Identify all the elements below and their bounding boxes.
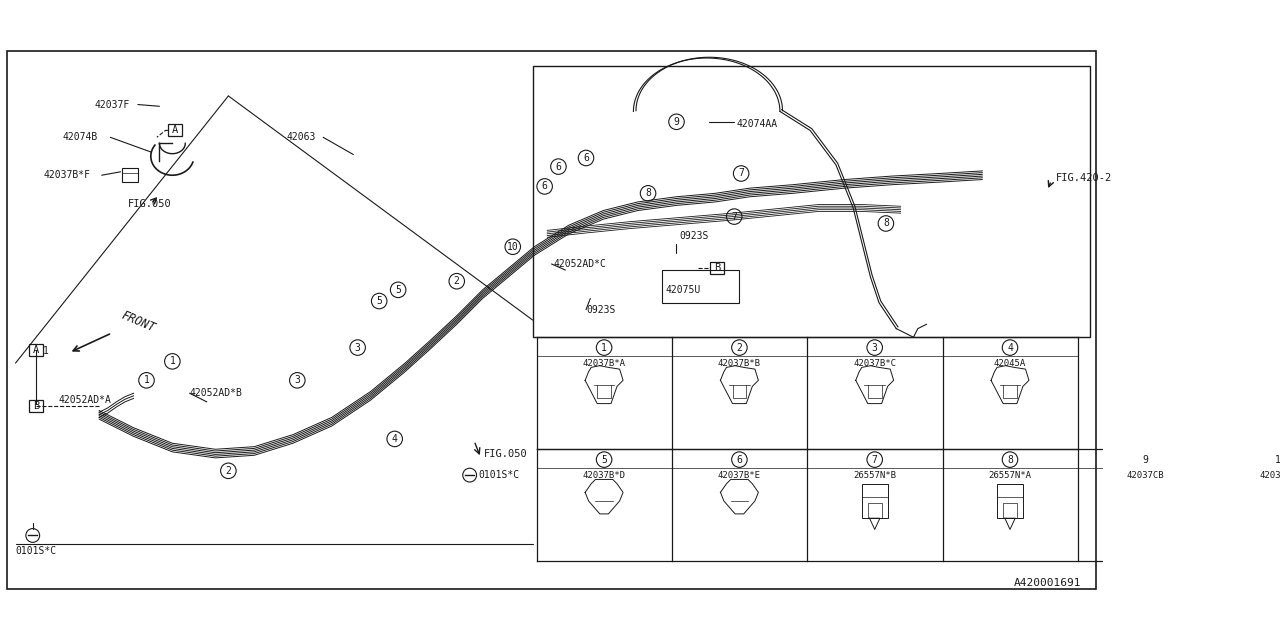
Text: 8: 8 [883, 218, 888, 228]
Text: 1: 1 [602, 342, 607, 353]
Text: 3: 3 [294, 375, 301, 385]
Text: 7: 7 [872, 454, 878, 465]
Text: 0923S: 0923S [586, 305, 616, 315]
Text: 42037B*E: 42037B*E [718, 470, 760, 479]
Text: 1: 1 [143, 375, 150, 385]
Text: 0101S*C: 0101S*C [479, 470, 520, 480]
Bar [1135, 488, 1156, 512]
Text: 7: 7 [739, 168, 744, 179]
Text: 42037B*F: 42037B*F [44, 170, 90, 180]
Text: FIG.050: FIG.050 [484, 449, 529, 459]
Text: 1: 1 [169, 356, 175, 366]
Text: A: A [33, 345, 40, 355]
Bar [1140, 502, 1151, 512]
Text: 42037B*A: 42037B*A [582, 358, 626, 367]
Text: 42052AD*C: 42052AD*C [553, 259, 607, 269]
Text: A420001691: A420001691 [1014, 578, 1082, 588]
Bar [29, 400, 44, 412]
Text: 3: 3 [872, 342, 878, 353]
Text: 42037B*G: 42037B*G [1260, 470, 1280, 479]
Text: 2: 2 [225, 466, 232, 476]
Text: 42037F: 42037F [95, 100, 131, 109]
Text: 7: 7 [731, 212, 737, 221]
Text: 26557N*A: 26557N*A [988, 470, 1032, 479]
Text: 42063: 42063 [287, 132, 315, 142]
Text: 42074B: 42074B [61, 132, 97, 142]
Text: FIG.050: FIG.050 [128, 198, 172, 209]
Text: FIG.420-2: FIG.420-2 [1056, 173, 1112, 183]
Bar [710, 262, 724, 275]
Text: 2: 2 [736, 342, 742, 353]
Text: 1: 1 [44, 346, 49, 356]
Bar [1004, 502, 1016, 518]
Bar [532, 66, 1091, 337]
Text: 3: 3 [355, 342, 361, 353]
Text: 9: 9 [1142, 454, 1148, 465]
Text: 42075U: 42075U [666, 285, 700, 295]
Text: 0923S: 0923S [680, 230, 708, 241]
Text: 42052AD*B: 42052AD*B [189, 388, 242, 398]
Text: 42037B*C: 42037B*C [854, 358, 896, 367]
Text: 4: 4 [1007, 342, 1012, 353]
Text: 5: 5 [602, 454, 607, 465]
Text: 42052AD*A: 42052AD*A [59, 395, 111, 405]
Text: 5: 5 [376, 296, 383, 306]
Text: 6: 6 [736, 454, 742, 465]
Bar [168, 124, 182, 136]
Text: 6: 6 [556, 162, 562, 172]
Text: 8: 8 [1007, 454, 1012, 465]
Text: 2: 2 [454, 276, 460, 286]
Text: 6: 6 [584, 153, 589, 163]
Bar [997, 484, 1023, 518]
Text: 9: 9 [673, 116, 680, 127]
Text: 8: 8 [645, 188, 652, 198]
Bar [123, 168, 138, 182]
Text: B: B [714, 263, 721, 273]
Bar [662, 270, 740, 303]
Text: A: A [172, 125, 178, 136]
Text: 42074AA: 42074AA [737, 120, 778, 129]
Text: 10: 10 [1275, 454, 1280, 465]
Text: FRONT: FRONT [119, 308, 156, 334]
Text: 42045A: 42045A [993, 358, 1027, 367]
Text: 42037B*B: 42037B*B [718, 358, 760, 367]
Text: 5: 5 [396, 285, 401, 295]
Text: 26557N*B: 26557N*B [854, 470, 896, 479]
Text: 4: 4 [392, 434, 398, 444]
Text: 10: 10 [507, 242, 518, 252]
Text: 42037B*D: 42037B*D [582, 470, 626, 479]
Text: 0101S*C: 0101S*C [15, 546, 56, 556]
Text: B: B [33, 401, 40, 411]
Bar [868, 502, 882, 518]
Bar [29, 344, 44, 356]
Text: 42037CB: 42037CB [1126, 470, 1164, 479]
Bar [861, 484, 887, 518]
Text: 6: 6 [541, 181, 548, 191]
